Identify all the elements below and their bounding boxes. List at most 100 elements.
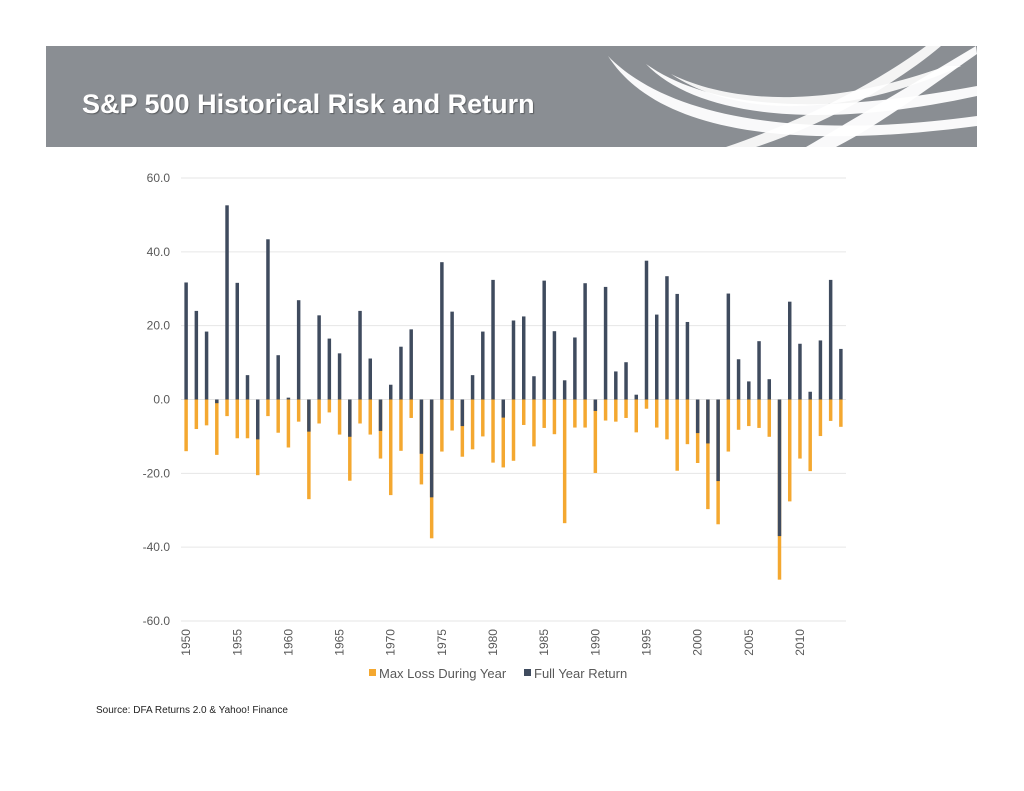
max-loss-bar (818, 399, 823, 437)
y-tick-label: 20.0 (147, 319, 171, 333)
max-loss-bar (665, 399, 669, 440)
full-year-return-bar (204, 331, 209, 400)
max-loss-bar (481, 399, 485, 437)
max-loss-bar (532, 399, 536, 447)
max-loss-bar (593, 399, 598, 473)
max-loss-bar (747, 399, 751, 427)
max-loss-bar (542, 399, 546, 428)
x-tick-label: 1975 (435, 629, 449, 656)
legend-label: Full Year Return (534, 666, 627, 681)
full-year-return-bar (317, 315, 321, 400)
max-loss-bar (583, 399, 587, 428)
max-loss-bar (491, 399, 495, 463)
y-tick-label: 0.0 (153, 393, 170, 407)
max-loss-bar (562, 399, 567, 524)
y-tick-label: -20.0 (143, 466, 171, 480)
full-year-return-bar (501, 399, 506, 418)
full-year-return-bar (685, 321, 690, 400)
full-year-return-bar (736, 359, 741, 400)
x-tick-label: 1960 (281, 629, 295, 656)
full-year-return-bar (255, 399, 260, 440)
full-year-return-bar (634, 394, 639, 400)
max-loss-bar (204, 399, 209, 426)
full-year-return-bar (307, 399, 311, 432)
max-loss-bar (624, 399, 628, 418)
y-tick-label: -40.0 (143, 540, 171, 554)
full-year-return-bar (654, 314, 659, 400)
full-year-return-bar (747, 381, 751, 400)
x-tick-label: 1965 (333, 629, 347, 656)
full-year-return-bar (388, 384, 393, 400)
max-loss-bar (317, 399, 321, 424)
max-loss-bar (736, 399, 741, 430)
max-loss-bar (225, 399, 229, 417)
full-year-return-bar (593, 399, 598, 411)
max-loss-bar (245, 399, 250, 439)
full-year-return-bar (440, 262, 444, 400)
full-year-return-bar (583, 283, 587, 400)
full-year-return-bar (481, 331, 485, 400)
max-loss-bar (644, 399, 649, 409)
x-tick-label: 1995 (640, 629, 654, 656)
max-loss-bar (215, 399, 219, 455)
max-loss-bar (368, 399, 373, 435)
full-year-return-bar (532, 376, 536, 400)
max-loss-bar (266, 399, 270, 417)
full-year-return-bar (194, 310, 199, 400)
full-year-return-bar (521, 316, 526, 400)
legend-swatch (369, 669, 376, 676)
full-year-return-bar (470, 375, 475, 400)
max-loss-bar (348, 399, 352, 481)
full-year-return-bar (603, 286, 608, 400)
swoosh-logo-icon (608, 46, 977, 147)
max-loss-bar (409, 399, 413, 418)
x-tick-label: 1970 (384, 629, 398, 656)
max-loss-bar (654, 399, 659, 428)
full-year-return-bar (296, 300, 301, 400)
y-axis: 60.0 40.0 20.0 0.0 -20.0 -40.0 -60.0 (143, 171, 171, 628)
full-year-return-bar (460, 399, 465, 427)
full-year-return-bar (368, 358, 373, 400)
max-loss-bar (337, 399, 342, 435)
grid-lines (181, 177, 846, 622)
full-year-return-bar (828, 279, 833, 400)
max-loss-bar (685, 399, 690, 445)
max-loss-bar (706, 399, 710, 510)
full-year-return-bar (665, 276, 669, 400)
full-year-return-bar (675, 293, 679, 400)
max-loss-bar (603, 399, 608, 421)
y-tick-label: 40.0 (147, 245, 171, 259)
full-year-return-bar (276, 355, 280, 400)
full-year-return-bar (286, 397, 291, 400)
full-year-return-bar (644, 260, 649, 400)
x-tick-label: 1980 (486, 629, 500, 656)
full-year-return-bar (511, 320, 516, 400)
source-label: Source: (96, 705, 131, 716)
max-loss-bar (511, 399, 516, 461)
page-title: S&P 500 Historical Risk and Return (82, 89, 535, 119)
source-text: DFA Returns 2.0 & Yahoo! Finance (133, 705, 288, 716)
full-year-return-bar (562, 380, 567, 400)
full-year-return-bar (706, 399, 710, 444)
full-year-return-bar (235, 282, 240, 400)
source-note: Source: DFA Returns 2.0 & Yahoo! Finance (96, 705, 288, 716)
max-loss-bar (501, 399, 506, 468)
full-year-return-bar (573, 337, 577, 400)
max-loss-bar (296, 399, 301, 422)
full-year-return-bar (787, 301, 792, 400)
full-year-return-bar (808, 391, 812, 400)
max-loss-bar (798, 399, 802, 459)
legend-label: Max Loss During Year (379, 666, 507, 681)
max-loss-bar (327, 399, 332, 413)
full-year-return-bar (624, 362, 628, 400)
full-year-return-bar (358, 310, 362, 400)
full-year-return-bar (491, 279, 495, 400)
full-year-return-bar (378, 399, 383, 431)
max-loss-bar (460, 399, 465, 457)
full-year-return-bar (798, 343, 802, 400)
full-year-return-bar (409, 329, 413, 400)
full-year-return-bar (450, 311, 454, 400)
full-year-return-bar (757, 341, 761, 400)
max-loss-bar (614, 399, 618, 422)
